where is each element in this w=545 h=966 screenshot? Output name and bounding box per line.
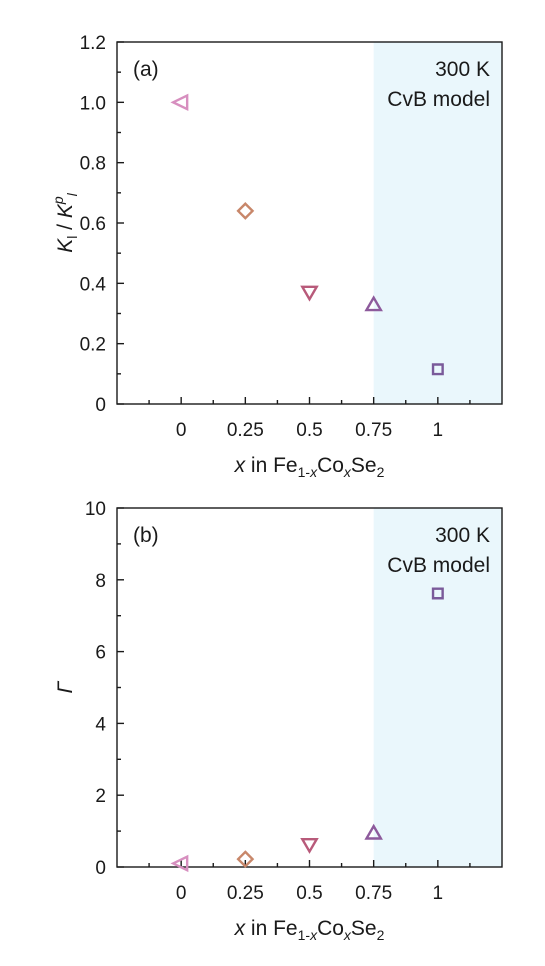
x-axis-label: x in Fe1-xCoxSe2 [234,917,385,943]
data-point-triangle-down [300,285,319,302]
y-tick-label: 0 [95,858,106,879]
data-point-triangle-up [364,295,383,312]
data-markers [170,93,444,376]
x-tick-label: 0.5 [296,883,322,904]
y-tick-label: 0.2 [80,335,106,356]
x-tick-label: 0.25 [227,883,264,904]
annotation-model: CvB model [387,88,490,111]
x-tick-label: 0.5 [296,420,322,441]
y-tick-label: 4 [95,714,106,735]
shaded-region [373,42,502,404]
data-point-diamond [236,202,255,220]
annotation-temperature: 300 K [435,524,490,547]
x-tick-label: 1 [433,883,444,904]
y-tick-label: 8 [95,571,106,592]
tick-marks [117,507,471,868]
tick-marks [117,41,471,405]
annotation-temperature: 300 K [435,58,490,81]
panel-label: (b) [133,524,159,547]
y-axis-label: Γ [54,680,77,693]
y-tick-label: 0.6 [80,214,106,235]
y-tick-label: 1.0 [80,93,106,114]
y-axis-label: Kl / Kpl [50,192,80,252]
y-tick-label: 1.2 [80,33,106,54]
data-point-triangle-down [300,837,319,854]
x-tick-label: 1 [433,420,444,441]
x-axis-label: x in Fe1-xCoxSe2 [234,454,385,480]
y-tick-label: 0 [95,395,106,416]
data-point-triangle-left [170,854,189,873]
tick-labels: 0 0.25 0.5 0.75 1 0 0.2 0.4 0.6 0.8 1.0 1.2 [80,33,444,441]
y-tick-label: 6 [95,643,106,664]
data-point-triangle-up [364,823,383,840]
x-tick-label: 0.75 [355,883,392,904]
data-point-triangle-left [170,93,189,112]
y-tick-label: 2 [95,786,106,807]
data-point-diamond [236,850,255,868]
panel-label: (a) [133,58,159,81]
y-tick-label: 10 [85,499,106,520]
x-tick-label: 0 [176,883,187,904]
data-point-square [431,587,444,600]
x-tick-label: 0 [176,420,187,441]
x-tick-label: 0.75 [355,420,392,441]
panel-a: 0 0.25 0.5 0.75 1 0 0.2 0.4 0.6 0.8 1.0 1.2 (a) 300… [50,33,503,480]
shaded-region [373,508,502,867]
data-markers [170,587,444,873]
annotation-model: CvB model [387,554,490,577]
x-tick-label: 0.25 [227,420,264,441]
y-tick-label: 0.8 [80,154,106,175]
y-tick-label: 0.4 [80,274,107,295]
data-point-square [431,363,444,376]
